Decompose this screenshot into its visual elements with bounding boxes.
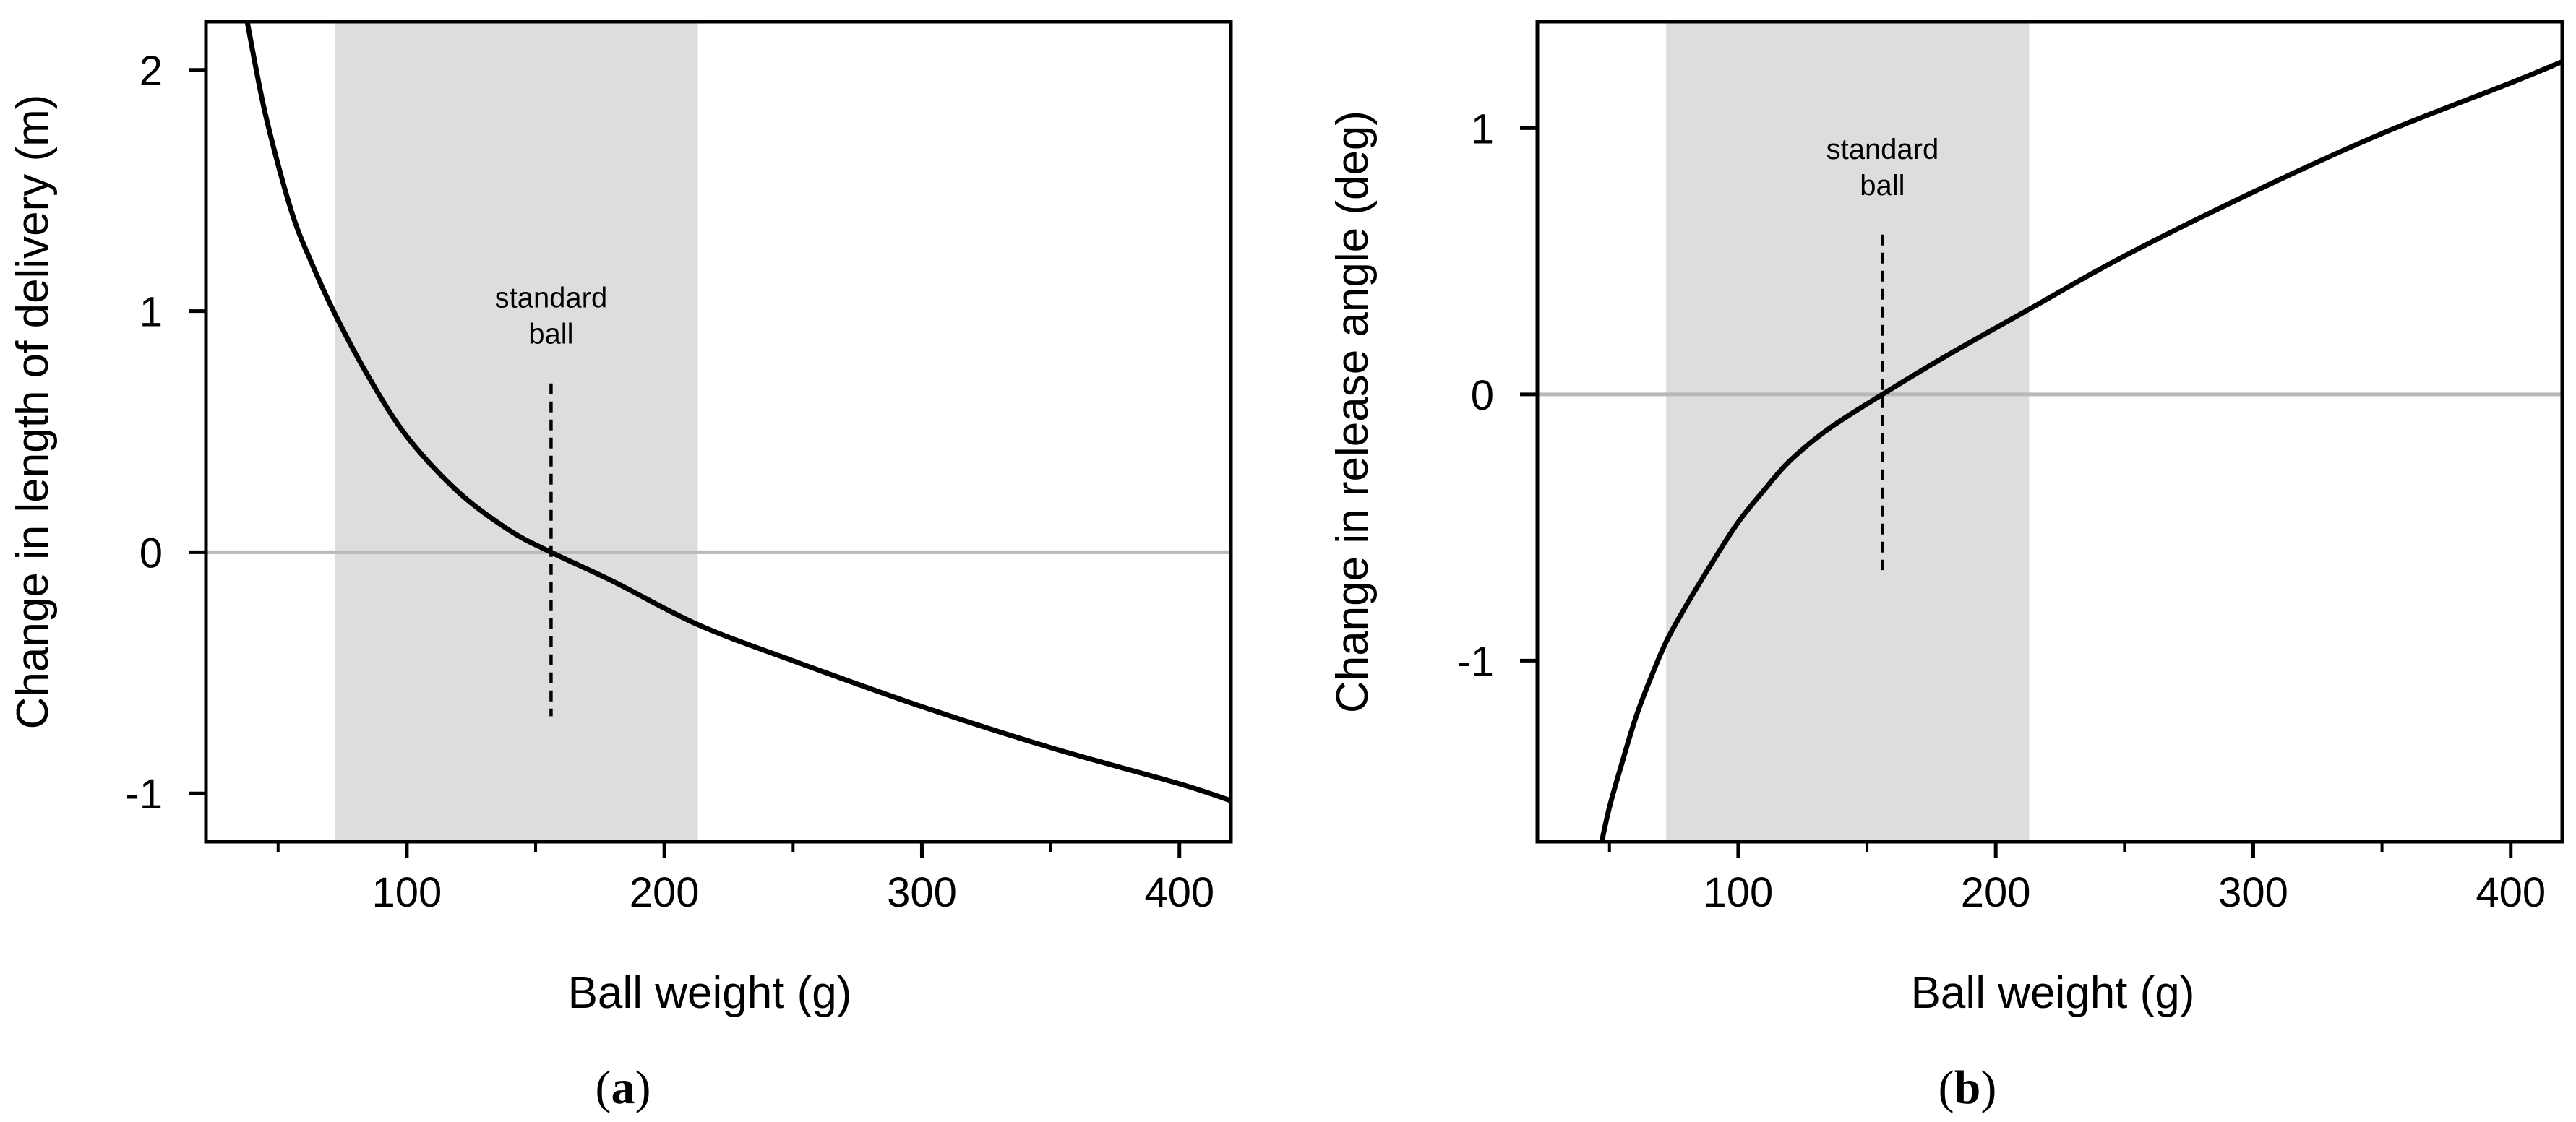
x-tick-label: 400 [1144,869,1214,916]
y-tick-label: 0 [139,530,163,577]
annotation-label-line: standard [495,282,608,314]
x-tick-label: 200 [630,869,700,916]
x-tick-label: 100 [372,869,442,916]
shaded-range-band [1666,22,2030,842]
y-tick-label: -1 [125,771,163,818]
chart-panel-b: Change in release angle (deg) Ball weigh… [1328,20,2564,1114]
y-tick-label: 0 [1471,372,1494,419]
x-tick-label: 400 [2476,869,2546,916]
panel-letter-b: b [1954,1061,1981,1114]
annotation-label-line: ball [528,319,573,350]
plot-frame [1535,20,2564,844]
y-axis-title-a: Change in length of delivery (m) [8,95,58,730]
y-tick-label: 1 [139,289,163,336]
y-axis-title-b: Change in release angle (deg) [1328,111,1378,713]
x-tick-label: 100 [1704,869,1774,916]
plot-frame [204,20,1233,844]
chart-panel-a: Change in length of delivery (m) Ball we… [8,20,1233,1114]
panel-label-a: (a) [596,1061,651,1114]
panel-letter-a: a [611,1061,635,1114]
y-tick-label: -1 [1456,638,1494,685]
x-tick-label: 300 [887,869,957,916]
panel-label-b: (b) [1939,1061,1997,1114]
annotation-label-line: standard [1826,134,1939,165]
data-series-line [1599,59,2562,842]
x-tick-label: 200 [1961,869,2031,916]
shaded-range-band [335,22,698,842]
x-axis-title-a: Ball weight (g) [568,968,852,1018]
x-tick-label: 300 [2218,869,2288,916]
y-tick-label: 1 [1471,105,1494,152]
data-series-line [244,22,1231,803]
x-axis-title-b: Ball weight (g) [1911,968,2195,1018]
y-tick-label: 2 [139,48,163,95]
annotation-label-line: ball [1860,170,1905,202]
